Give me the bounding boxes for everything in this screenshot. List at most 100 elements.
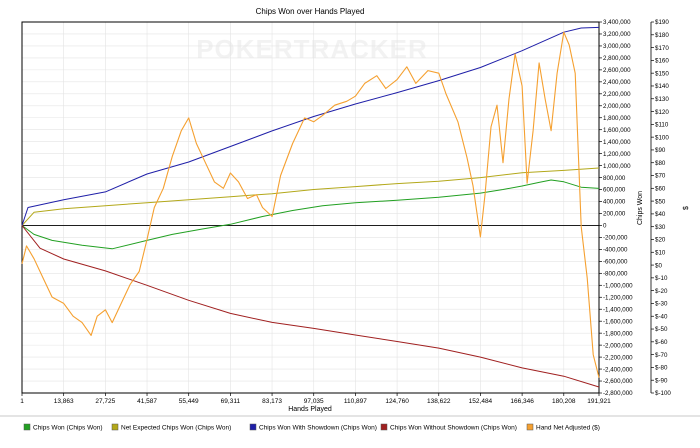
legend-item-3: Chips Won Without Showdown (Chips Won) <box>380 423 517 432</box>
x-tick-label: 191,921 <box>587 398 611 405</box>
plot-area-border <box>21 21 600 394</box>
chips-tick-label: 0 <box>603 223 607 230</box>
dollar-tick-label: $170 <box>655 45 669 52</box>
chips-tick-label: 1,400,000 <box>603 139 631 146</box>
chips-tick-label: 600,000 <box>603 187 626 194</box>
dollar-axis-title: $ <box>683 206 690 210</box>
x-axis: 1 13,863 27,725 41,587 55,449 69,311 83,173 97,… <box>20 393 611 405</box>
dollar-tick-label: $-30 <box>655 301 668 308</box>
dollar-tick-label: $180 <box>655 32 669 39</box>
dollar-tick-label: $-10 <box>655 275 668 282</box>
chips-tick-label: -1,800,000 <box>603 330 633 337</box>
chips-tick-label: 800,000 <box>603 175 626 182</box>
series-line-3 <box>21 225 600 388</box>
x-tick-label: 69,311 <box>221 398 241 405</box>
x-tick-label: 97,035 <box>304 398 324 405</box>
chips-tick-label: -1,200,000 <box>603 294 633 301</box>
legend-swatch <box>526 423 534 431</box>
series-line-1 <box>21 167 600 226</box>
chips-tick-label: 2,600,000 <box>603 67 631 74</box>
dollar-tick-label: $-70 <box>655 352 668 359</box>
dollar-tick-label: $-40 <box>655 313 668 320</box>
dollar-tick-label: $30 <box>655 224 666 231</box>
dollar-tick-label: $40 <box>655 211 666 218</box>
x-tick-label: 41,587 <box>137 398 157 405</box>
chips-tick-label: -1,400,000 <box>603 306 633 313</box>
legend-swatch <box>23 423 31 431</box>
x-tick-label: 1 <box>20 398 24 405</box>
legend-label: Chips Won (Chips Won) <box>33 425 102 432</box>
x-tick-label: 13,863 <box>54 398 74 405</box>
dollar-tick-label: $-50 <box>655 326 668 333</box>
x-tick-label: 124,760 <box>385 398 409 405</box>
x-tick-label: 166,346 <box>510 398 534 405</box>
chart-title: Chips Won over Hands Played <box>256 7 365 16</box>
x-tick-label: 83,173 <box>262 398 282 405</box>
legend-label: Hand Net Adjusted ($) <box>536 425 600 432</box>
dollar-tick-label: $0 <box>655 262 662 269</box>
chips-tick-label: -600,000 <box>603 259 628 266</box>
legend: Chips Won (Chips Won) Net Expected Chips … <box>23 423 600 432</box>
chips-tick-label: 400,000 <box>603 199 626 206</box>
dollar-tick-label: $100 <box>655 134 669 141</box>
dollar-tick-label: $70 <box>655 173 666 180</box>
chips-tick-label: -2,600,000 <box>603 378 633 385</box>
dollar-tick-label: $110 <box>655 122 669 129</box>
chips-tick-label: -800,000 <box>603 271 628 278</box>
chips-tick-label: -2,400,000 <box>603 366 633 373</box>
x-tick-label: 180,208 <box>552 398 576 405</box>
dollar-tick-label: $140 <box>655 83 669 90</box>
dollar-tick-label: $-100 <box>655 390 671 397</box>
series-line-0 <box>21 179 600 250</box>
dollar-tick-label: $120 <box>655 109 669 116</box>
legend-swatch <box>249 423 257 431</box>
dollar-tick-label: $80 <box>655 160 666 167</box>
chips-tick-label: 1,200,000 <box>603 151 631 158</box>
dollar-tick-label: $190 <box>655 19 669 26</box>
legend-item-2: Chips Won With Showdown (Chips Won) <box>249 423 377 432</box>
chips-tick-label: -1,600,000 <box>603 318 633 325</box>
series-lines <box>21 26 600 388</box>
series-line-4 <box>21 31 600 378</box>
chips-tick-label: -2,000,000 <box>603 342 633 349</box>
chips-axis-title: Chips Won <box>637 191 644 225</box>
chips-tick-label: 2,000,000 <box>603 103 631 110</box>
legend-swatch <box>111 423 119 431</box>
chips-tick-label: 1,800,000 <box>603 115 631 122</box>
dollar-tick-label: $60 <box>655 186 666 193</box>
x-axis-title: Hands Played <box>288 406 332 413</box>
legend-label: Chips Won Without Showdown (Chips Won) <box>390 425 517 432</box>
chips-tick-label: 3,400,000 <box>603 19 631 26</box>
dollar-tick-label: $-60 <box>655 339 668 346</box>
chart-watermark: POKERTRACKER <box>196 34 428 64</box>
dollar-tick-label: $150 <box>655 70 669 77</box>
dollar-tick-label: $130 <box>655 96 669 103</box>
legend-label: Net Expected Chips Won (Chips Won) <box>121 425 231 432</box>
dollar-tick-label: $-90 <box>655 377 668 384</box>
dollar-tick-label: $10 <box>655 249 666 256</box>
chips-axis: 3,400,000 3,200,000 3,000,000 2,800,000 2,60… <box>599 19 633 397</box>
dollar-tick-label: $-20 <box>655 288 668 295</box>
x-tick-label: 27,725 <box>95 398 115 405</box>
dollar-tick-label: $50 <box>655 198 666 205</box>
chips-tick-label: 1,000,000 <box>603 163 631 170</box>
chips-tick-label: -2,200,000 <box>603 354 633 361</box>
grid-lines <box>21 21 600 394</box>
dollar-tick-label: $20 <box>655 237 666 244</box>
dollar-tick-label: $-80 <box>655 365 668 372</box>
legend-item-4: Hand Net Adjusted ($) <box>526 423 600 432</box>
dollar-tick-label: $160 <box>655 58 669 65</box>
chips-tick-label: -400,000 <box>603 247 628 254</box>
chips-tick-label: 3,000,000 <box>603 43 631 50</box>
dollar-axis: $190 $180 $170 $160 $150 $140 $130 $120 $110 $100… <box>650 19 671 397</box>
chips-tick-label: 2,800,000 <box>603 55 631 62</box>
chips-tick-label: 200,000 <box>603 211 626 218</box>
x-tick-label: 152,484 <box>469 398 493 405</box>
legend-item-1: Net Expected Chips Won (Chips Won) <box>111 423 231 432</box>
chips-tick-label: 2,400,000 <box>603 79 631 86</box>
x-tick-label: 55,449 <box>179 398 199 405</box>
x-tick-label: 138,622 <box>427 398 451 405</box>
chips-tick-label: -2,800,000 <box>603 390 633 397</box>
